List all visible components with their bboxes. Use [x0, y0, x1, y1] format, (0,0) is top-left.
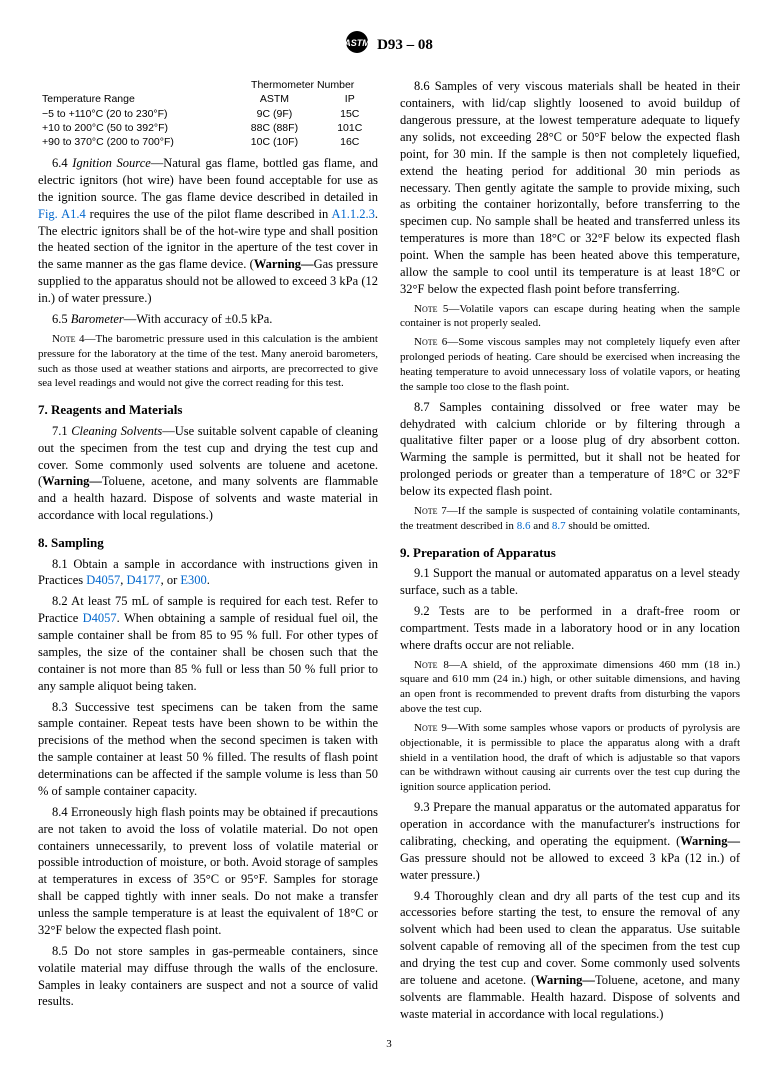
col-header: Temperature Range: [38, 92, 227, 106]
para-9-3: 9.3 Prepare the manual apparatus or the …: [400, 799, 740, 883]
para-6-4: 6.4 Ignition Source—Natural gas flame, b…: [38, 155, 378, 307]
para-8-4: 8.4 Erroneously high flash points may be…: [38, 804, 378, 939]
table-row: +10 to 200°C (50 to 392°F)88C (88F)101C: [38, 121, 378, 135]
link-fig-a14[interactable]: Fig. A1.4: [38, 207, 86, 221]
para-8-7: 8.7 Samples containing dissolved or free…: [400, 399, 740, 500]
link-d4057[interactable]: D4057: [86, 573, 120, 587]
section-9-heading: 9. Preparation of Apparatus: [400, 544, 740, 562]
link-8-7[interactable]: 8.7: [552, 520, 566, 532]
link-a1123[interactable]: A1.1.2.3: [331, 207, 374, 221]
table-title: Thermometer Number: [227, 78, 378, 92]
page-header: ASTM D93 – 08: [38, 30, 740, 60]
para-8-2: 8.2 At least 75 mL of sample is required…: [38, 593, 378, 694]
body-columns: Thermometer Number Temperature Range AST…: [38, 78, 740, 1022]
section-8-heading: 8. Sampling: [38, 534, 378, 552]
table-row: −5 to +110°C (20 to 230°F)9C (9F)15C: [38, 107, 378, 121]
para-8-3: 8.3 Successive test specimens can be tak…: [38, 699, 378, 800]
para-7-1: 7.1 Cleaning Solvents—Use suitable solve…: [38, 423, 378, 524]
link-8-6[interactable]: 8.6: [517, 520, 531, 532]
thermometer-table: Thermometer Number Temperature Range AST…: [38, 78, 378, 149]
para-8-5: 8.5 Do not store samples in gas-permeabl…: [38, 943, 378, 1011]
note-4: Note 4—The barometric pressure used in t…: [38, 332, 378, 391]
section-7-heading: 7. Reagents and Materials: [38, 401, 378, 419]
page-number: 3: [38, 1037, 740, 1052]
note-8: Note 8—A shield, of the approximate dime…: [400, 658, 740, 717]
para-9-4: 9.4 Thoroughly clean and dry all parts o…: [400, 888, 740, 1023]
note-9: Note 9—With some samples whose vapors or…: [400, 721, 740, 795]
header-designation: D93 – 08: [377, 35, 433, 55]
para-9-2: 9.2 Tests are to be performed in a draft…: [400, 603, 740, 654]
para-8-6: 8.6 Samples of very viscous materials sh…: [400, 78, 740, 297]
para-6-5: 6.5 Barometer—With accuracy of ±0.5 kPa.: [38, 311, 378, 328]
col-header: IP: [322, 92, 378, 106]
para-8-1: 8.1 Obtain a sample in accordance with i…: [38, 556, 378, 590]
note-6: Note 6—Some viscous samples may not comp…: [400, 335, 740, 394]
link-e300[interactable]: E300: [180, 573, 206, 587]
note-7: Note 7—If the sample is suspected of con…: [400, 504, 740, 534]
table-row: +90 to 370°C (200 to 700°F)10C (10F)16C: [38, 135, 378, 149]
note-5: Note 5—Volatile vapors can escape during…: [400, 302, 740, 332]
link-d4177[interactable]: D4177: [127, 573, 161, 587]
astm-logo: ASTM: [345, 30, 369, 60]
col-header: ASTM: [227, 92, 321, 106]
svg-text:ASTM: ASTM: [345, 38, 369, 48]
link-d4057-2[interactable]: D4057: [83, 611, 117, 625]
para-9-1: 9.1 Support the manual or automated appa…: [400, 565, 740, 599]
